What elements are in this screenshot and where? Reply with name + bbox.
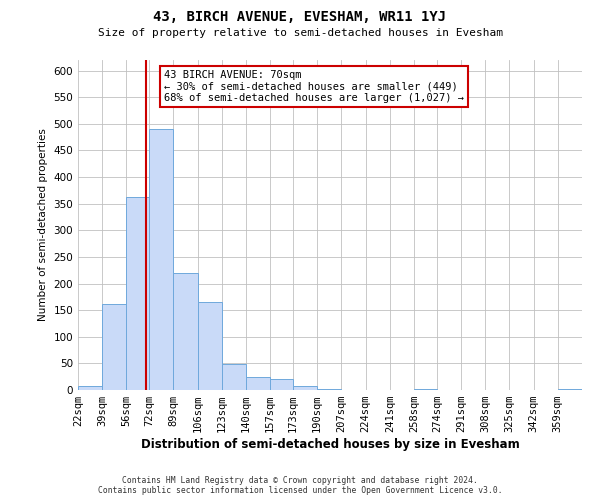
Bar bbox=[270, 380, 293, 390]
Text: 43 BIRCH AVENUE: 70sqm
← 30% of semi-detached houses are smaller (449)
68% of se: 43 BIRCH AVENUE: 70sqm ← 30% of semi-det… bbox=[164, 70, 464, 103]
Bar bbox=[246, 376, 270, 390]
Bar bbox=[317, 389, 341, 390]
Bar bbox=[222, 364, 246, 390]
Bar bbox=[197, 302, 222, 390]
X-axis label: Distribution of semi-detached houses by size in Evesham: Distribution of semi-detached houses by … bbox=[140, 438, 520, 451]
Text: 43, BIRCH AVENUE, EVESHAM, WR11 1YJ: 43, BIRCH AVENUE, EVESHAM, WR11 1YJ bbox=[154, 10, 446, 24]
Bar bbox=[558, 389, 582, 390]
Y-axis label: Number of semi-detached properties: Number of semi-detached properties bbox=[38, 128, 48, 322]
Bar bbox=[149, 128, 173, 390]
Bar bbox=[173, 274, 197, 390]
Bar bbox=[78, 386, 102, 390]
Bar bbox=[293, 386, 317, 390]
Text: Contains HM Land Registry data © Crown copyright and database right 2024.
Contai: Contains HM Land Registry data © Crown c… bbox=[98, 476, 502, 495]
Text: Size of property relative to semi-detached houses in Evesham: Size of property relative to semi-detach… bbox=[97, 28, 503, 38]
Bar bbox=[127, 198, 149, 390]
Bar bbox=[102, 304, 127, 390]
Bar bbox=[414, 389, 437, 390]
